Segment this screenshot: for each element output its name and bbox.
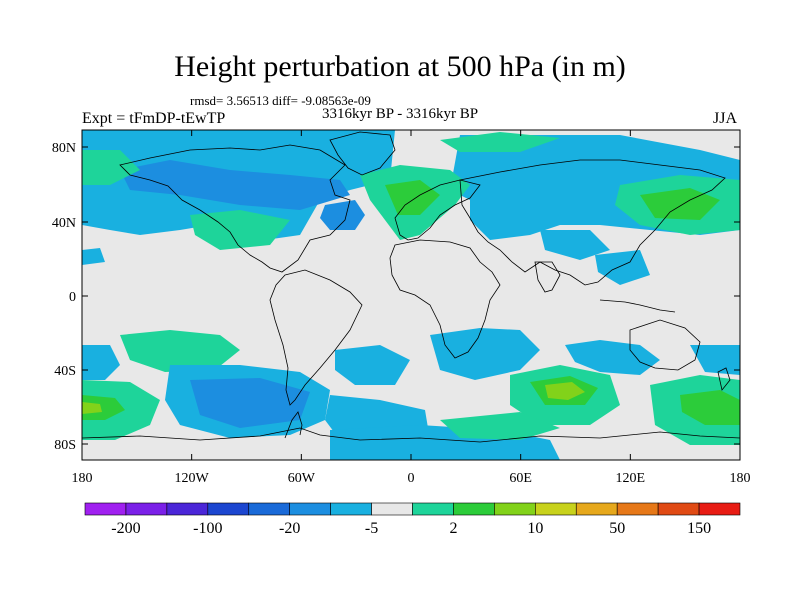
contour-sh-cyan-atlantic [335,345,410,385]
contour-sh-yellow-west [82,402,102,414]
colorbar-label: 50 [609,520,625,537]
lon-tick-label: 120E [616,471,646,486]
contour-nh-blue-patch [320,200,365,230]
contour-nh-green-arctic [440,132,560,152]
coast-antarctic-peninsula [284,411,303,439]
lon-tick-label: 60E [509,471,532,486]
coast-indonesia [599,299,676,313]
coast-new-zealand [717,367,731,391]
longitude-axis: 180 120W 60W 0 60E 120E 180 [72,130,751,486]
colorbar-swatch [248,502,290,516]
lon-tick-label: 180 [72,471,93,486]
contour-nh-green-core [385,180,440,215]
coast-australia [629,319,701,371]
contour-sh-blue-mid [190,378,310,428]
colorbar-swatch [575,502,618,516]
season-label: JJA [713,110,738,127]
colorbar-swatch [207,502,250,516]
lon-tick-label: 180 [730,471,751,486]
contour-sh-yellow-indian [545,382,585,400]
colorbar-label: 2 [449,520,457,537]
contour-nh-west-blue [120,160,350,210]
colorbar-swatch [698,502,741,516]
colorbar-label: -20 [279,520,300,537]
colorbar-swatch [412,502,454,516]
colorbar-swatch [371,502,413,516]
contour-sh-cyan-west [82,345,120,380]
colorbar-label: -5 [365,520,378,537]
colorbar-label: 150 [687,520,711,537]
colorbar-label: 10 [527,520,543,537]
lat-tick-label: 40S [54,364,76,379]
colorbar-swatch [125,502,168,516]
lon-tick-label: 120W [175,471,210,486]
colorbar-label: -100 [193,520,222,537]
contour-sh-cyan-pacific [690,345,740,375]
colorbar-swatch [289,502,331,516]
coast-south-america [269,269,363,406]
contour-sh-green-west [120,330,240,372]
colorbar-swatch [453,502,495,516]
coast-greenland [329,131,396,176]
lon-tick-label: 0 [408,471,415,486]
coast-north-america [119,144,351,273]
colorbar-swatch [330,502,372,516]
lat-tick-label: 40N [52,216,76,231]
colorbar: -200 -100 -20 -5 2 10 50 150 [84,502,741,537]
colorbar-swatch [657,502,700,516]
coast-africa [389,239,501,359]
colorbar-swatch [166,502,209,516]
period-label: 3316kyr BP - 3316kyr BP [322,106,479,122]
colorbar-swatch [535,502,577,516]
experiment-label: Expt = tFmDP-tEwTP [82,110,226,127]
latitude-axis: 80N 40N 0 40S 80S [52,141,740,453]
lat-tick-label: 80N [52,141,76,156]
contour-trop-cyan-2 [82,248,105,265]
contour-nh-green-east-core [640,188,720,220]
coast-india [534,261,561,293]
contour-nh-east-cyan-2 [540,230,610,260]
colorbar-swatch [494,502,536,516]
colorbar-swatch [84,502,127,516]
coast-europe [394,179,481,241]
stats-text: rmsd= 3.56513 diff= -9.08563e-09 [190,93,371,108]
contour-sh-green-west-core [82,395,125,420]
contour-sh-cyan-indian [430,328,540,380]
colorbar-label: -200 [111,520,140,537]
lat-tick-label: 80S [54,438,76,453]
coast-asia [459,159,726,286]
contour-sh-green-polar [440,412,560,440]
contour-nh-green-west [82,150,140,185]
contour-sh-green-east-core [680,390,740,425]
lat-tick-label: 0 [69,290,76,305]
contour-field [82,130,740,460]
coastlines [82,131,740,443]
coast-antarctica [82,427,740,443]
colorbar-swatch [616,502,659,516]
lon-tick-label: 60W [288,471,316,486]
contour-sh-cyan-aus [565,340,660,375]
contour-trop-cyan-1 [595,250,650,285]
map-title: Height perturbation at 500 hPa (in m) [174,50,626,83]
